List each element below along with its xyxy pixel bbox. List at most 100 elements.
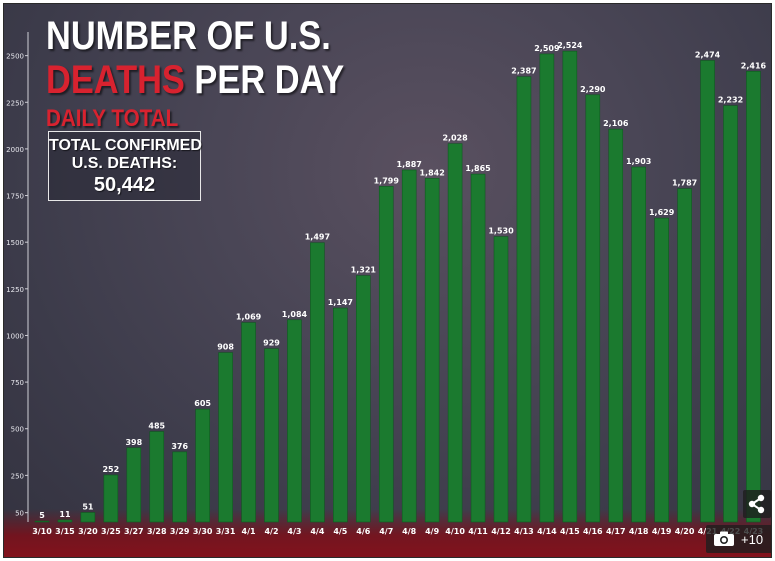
- x-tick-label: 4/14: [537, 527, 557, 536]
- share-button[interactable]: [743, 490, 771, 518]
- data-label: 2,524: [557, 41, 583, 50]
- y-tick-label: 2000: [6, 146, 24, 154]
- bar: [333, 307, 348, 523]
- total-label-line-2: U.S. DEATHS:: [71, 155, 178, 172]
- gallery-count: +10: [741, 532, 764, 547]
- y-tick-label: 2250: [6, 99, 24, 107]
- x-tick-label: 4/15: [560, 527, 580, 536]
- x-tick-label: 4/18: [629, 527, 649, 536]
- bar: [631, 166, 647, 523]
- bar: [424, 178, 440, 523]
- x-tick-label: 4/9: [425, 527, 439, 536]
- bar: [218, 352, 233, 523]
- y-tick-label: 1750: [6, 193, 24, 201]
- x-tick-label: 3/15: [55, 527, 75, 536]
- data-label: 398: [125, 438, 142, 447]
- x-axis: 3/10 3/15 3/20 3/25 3/27 3/28 3/29 3/30 3/31 4/1 4…: [32, 527, 763, 536]
- title-block: NUMBER OF U.S. DEATHS PER DAY DAILY TOTA…: [46, 14, 393, 134]
- bar: [746, 71, 761, 523]
- bar: [447, 143, 463, 523]
- x-tick-label: 4/1: [242, 527, 256, 536]
- title-line-1: NUMBER OF U.S.: [46, 14, 331, 58]
- x-tick-label: 3/20: [78, 527, 98, 536]
- bar: [700, 60, 715, 523]
- data-label: 1,321: [351, 266, 377, 275]
- title-line-2: DEATHS PER DAY: [46, 58, 344, 102]
- bar: [723, 105, 738, 523]
- data-label: 1,084: [282, 310, 308, 319]
- bar: [654, 217, 669, 523]
- bar: [149, 431, 165, 523]
- data-label: 5: [39, 511, 45, 520]
- bar: [34, 520, 50, 523]
- total-deaths-value: 50,442: [93, 174, 156, 196]
- data-label: 11: [59, 510, 71, 519]
- data-label: 2,028: [442, 134, 468, 143]
- data-label: 376: [171, 442, 188, 451]
- y-tick-label: 1000: [6, 332, 24, 340]
- x-tick-label: 3/27: [124, 527, 144, 536]
- bar: [264, 348, 279, 523]
- data-label: 2,416: [741, 61, 767, 70]
- y-tick-label: 1250: [6, 286, 24, 294]
- x-tick-label: 4/3: [287, 527, 301, 536]
- x-tick-label: 3/29: [170, 527, 190, 536]
- chart-frame: 50 250 500 750 1000 1250 1500 1750 2000 2250 2500 …: [3, 3, 772, 558]
- bar: [401, 169, 417, 523]
- x-tick-label: 3/31: [216, 527, 236, 536]
- bar: [493, 236, 509, 523]
- data-label: 1,799: [374, 176, 400, 185]
- y-tick-label: 750: [11, 379, 24, 387]
- gallery-button[interactable]: +10: [706, 525, 771, 553]
- x-tick-label: 4/5: [333, 527, 347, 536]
- bar: [80, 512, 96, 523]
- x-tick-label: 4/17: [606, 527, 626, 536]
- data-label: 908: [217, 343, 234, 352]
- x-tick-label: 4/4: [310, 527, 324, 536]
- y-tick-label: 250: [11, 472, 24, 480]
- data-label: 485: [148, 422, 165, 431]
- x-tick-label: 3/10: [32, 527, 52, 536]
- data-label: 1,069: [236, 313, 262, 322]
- x-tick-label: 4/20: [675, 527, 695, 536]
- bar: [355, 275, 371, 523]
- bar: [378, 186, 394, 523]
- data-label: 2,106: [603, 119, 629, 128]
- data-label: 1,865: [465, 164, 491, 173]
- data-label: 2,509: [534, 44, 560, 53]
- x-tick-label: 3/25: [101, 527, 121, 536]
- x-tick-label: 4/6: [356, 527, 370, 536]
- x-tick-label: 4/13: [514, 527, 534, 536]
- title-per-day: PER DAY: [184, 58, 345, 102]
- x-tick-label: 4/11: [468, 527, 488, 536]
- x-tick-label: 4/7: [379, 527, 393, 536]
- x-tick-label: 4/12: [491, 527, 511, 536]
- share-icon: [748, 494, 765, 514]
- x-tick-label: 3/28: [147, 527, 167, 536]
- data-label: 2,290: [580, 85, 606, 94]
- subtitle: DAILY TOTAL: [46, 105, 179, 132]
- data-label: 1,530: [488, 227, 514, 236]
- total-label-line-1: TOTAL CONFIRMED: [49, 137, 202, 154]
- bar: [287, 319, 302, 523]
- y-tick-label: 500: [11, 426, 24, 434]
- bar: [539, 53, 555, 523]
- data-label: 1,842: [419, 168, 444, 177]
- total-deaths-box: TOTAL CONFIRMED U.S. DEATHS: 50,442: [48, 131, 202, 201]
- bar: [195, 408, 210, 523]
- bar: [241, 322, 256, 523]
- bar: [126, 447, 142, 523]
- y-tick-label: 2500: [6, 53, 24, 61]
- x-tick-label: 4/19: [652, 527, 672, 536]
- data-labels: 5 11 51 252 398 485 376 605 908 1,069 929 1,084 1,49…: [39, 41, 766, 520]
- data-label: 252: [102, 465, 119, 474]
- y-axis: 50 250 500 750 1000 1250 1500 1750 2000 2250 2500: [6, 32, 29, 522]
- data-label: 1,887: [397, 160, 422, 169]
- bar: [516, 76, 532, 523]
- y-tick-label: 1500: [6, 239, 24, 247]
- data-label: 2,232: [718, 96, 743, 105]
- x-tick-label: 4/10: [445, 527, 465, 536]
- bar-chart: 502505007501000125015001750200022502500 …: [6, 32, 767, 536]
- data-label: 1,629: [649, 208, 675, 217]
- bar: [608, 128, 624, 523]
